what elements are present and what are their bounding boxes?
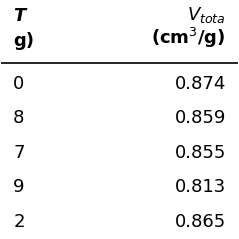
Text: 0.865: 0.865: [174, 212, 226, 231]
Text: 0.813: 0.813: [174, 178, 226, 196]
Text: 8: 8: [13, 109, 25, 127]
Text: $V_{tota}$: $V_{tota}$: [187, 5, 226, 25]
Text: 0.859: 0.859: [174, 109, 226, 127]
Text: g): g): [13, 32, 34, 50]
Text: 2: 2: [13, 212, 25, 231]
Text: 0: 0: [13, 75, 24, 93]
Text: 0.855: 0.855: [174, 144, 226, 162]
Text: 7: 7: [13, 144, 25, 162]
Text: (cm$^3$/g): (cm$^3$/g): [151, 26, 226, 50]
Text: 0.874: 0.874: [174, 75, 226, 93]
Text: 9: 9: [13, 178, 25, 196]
Text: T: T: [13, 6, 25, 25]
